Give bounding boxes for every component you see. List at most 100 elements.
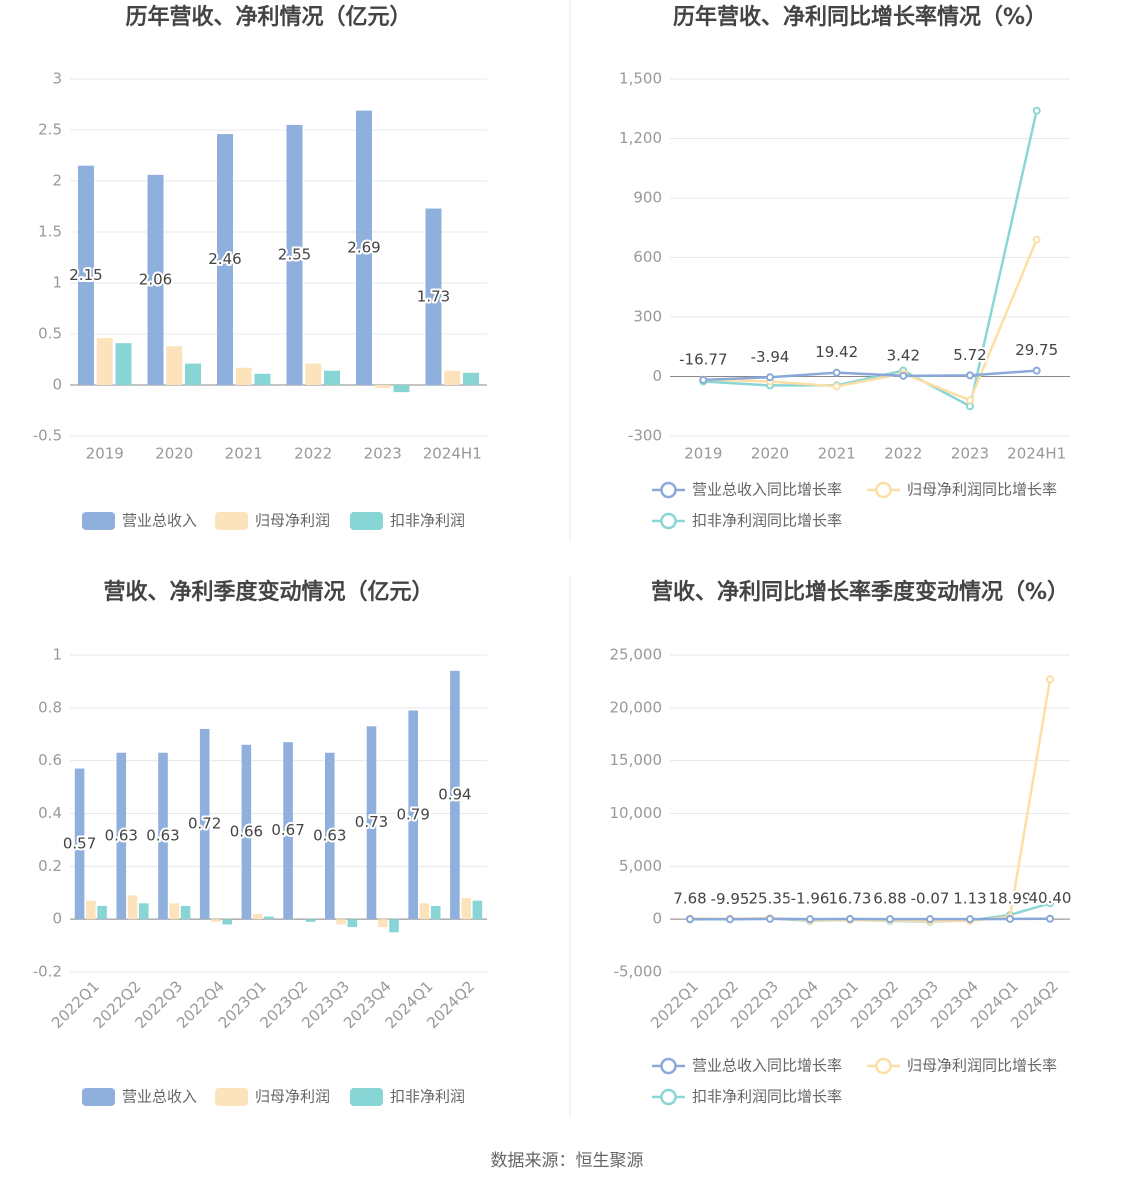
y-tick-label: 1 — [52, 274, 62, 292]
point — [899, 371, 908, 380]
x-tick-label: 2021 — [818, 445, 856, 463]
point — [832, 382, 841, 391]
data-label: 16.73 — [829, 889, 872, 907]
bar — [241, 744, 252, 920]
bar — [286, 124, 303, 386]
legend-label: 归母净利润同比增长率 — [907, 1057, 1057, 1075]
data-label: 0.94 — [438, 786, 471, 804]
point — [1032, 366, 1041, 375]
point — [1032, 106, 1041, 115]
data-label: 40.40 — [1029, 889, 1072, 907]
point — [766, 373, 774, 382]
source: 数据来源：恒生聚源 — [491, 1151, 644, 1171]
data-label: 0.63 — [146, 826, 179, 844]
bar — [235, 367, 252, 385]
y-tick-label: -0.5 — [33, 427, 62, 445]
legend-label: 营业总收入 — [122, 512, 197, 530]
data-label: 3.42 — [887, 346, 920, 364]
point — [726, 915, 734, 924]
bar — [450, 670, 460, 920]
point — [699, 375, 708, 384]
y-tick-label: 5,000 — [619, 857, 662, 875]
point — [1046, 675, 1054, 684]
bar — [366, 726, 377, 920]
bar — [199, 728, 210, 920]
data-label: -1.96 — [791, 890, 830, 908]
x-tick-label: 2019 — [684, 445, 722, 463]
bar — [180, 905, 191, 920]
x-tick-label: 2022 — [884, 445, 922, 463]
bar — [389, 919, 399, 933]
data-label: -9.95 — [711, 890, 750, 908]
data-label: 7.68 — [673, 890, 706, 908]
bar — [264, 916, 274, 920]
bar — [461, 898, 471, 920]
point — [966, 371, 974, 380]
data-label: 2.15 — [69, 266, 102, 284]
bar — [166, 346, 183, 385]
bar — [336, 919, 346, 925]
x-tick-label: 2021 — [225, 445, 263, 463]
y-tick-label: 1,500 — [619, 70, 662, 88]
legend-swatch — [660, 512, 677, 530]
x-tick-label: 2024H1 — [1007, 445, 1066, 463]
y-tick-label: 1 — [52, 646, 62, 664]
bar — [393, 385, 410, 393]
bar — [158, 752, 168, 920]
chart-title: 营收、净利同比增长率季度变动情况（%） — [651, 579, 1069, 605]
chart-title: 历年营收、净利情况（亿元） — [125, 4, 411, 30]
bar — [472, 900, 483, 920]
y-tick-label: 0.8 — [38, 698, 62, 716]
y-tick-label: -5,000 — [614, 963, 662, 981]
bar — [254, 373, 271, 385]
bar — [419, 903, 430, 920]
bar — [216, 134, 233, 385]
point — [1032, 235, 1041, 244]
point — [832, 368, 841, 377]
data-label: 0.79 — [396, 805, 429, 823]
legend-label: 归母净利润 — [255, 512, 330, 530]
data-label: 6.88 — [873, 890, 906, 908]
data-label: -0.07 — [911, 890, 950, 908]
line — [703, 110, 1038, 409]
legend-label: 扣非净利润 — [390, 1088, 465, 1106]
data-label: 29.75 — [1015, 341, 1058, 359]
legend-swatch — [350, 512, 383, 530]
bar — [425, 208, 442, 385]
data-label: 2.46 — [208, 250, 241, 268]
bar — [222, 919, 233, 925]
bar — [116, 752, 127, 920]
x-tick-label: 2024H1 — [423, 445, 482, 463]
point — [886, 915, 894, 924]
y-tick-label: 1,200 — [619, 129, 662, 147]
bar — [127, 895, 138, 920]
y-tick-label: 25,000 — [610, 646, 663, 664]
bar — [324, 752, 335, 920]
y-tick-label: 0.6 — [38, 751, 62, 769]
data-label: 1.73 — [417, 287, 450, 305]
y-tick-label: 0 — [52, 910, 62, 928]
x-tick-label: 2023 — [364, 445, 402, 463]
bar — [444, 370, 461, 385]
bar — [74, 768, 85, 920]
bar — [305, 363, 322, 385]
y-tick-label: 300 — [633, 308, 662, 326]
legend-swatch — [875, 1057, 892, 1075]
point — [1046, 914, 1054, 923]
point — [766, 914, 774, 923]
point — [966, 396, 974, 405]
y-tick-label: 20,000 — [610, 698, 663, 716]
data-label: 1.13 — [953, 890, 986, 908]
legend-swatch — [82, 1088, 115, 1106]
y-tick-label: 2.5 — [38, 121, 62, 139]
legend-label: 营业总收入 — [122, 1088, 197, 1106]
legend-label: 营业总收入同比增长率 — [692, 481, 842, 499]
data-label: 19.42 — [815, 343, 858, 361]
y-tick-label: 3 — [52, 70, 62, 88]
data-label: 5.72 — [953, 346, 986, 364]
data-label: -16.77 — [679, 350, 727, 368]
bar — [324, 370, 341, 385]
y-tick-label: -300 — [628, 427, 662, 445]
legend-swatch — [215, 512, 248, 530]
data-label: 0.57 — [63, 834, 96, 852]
